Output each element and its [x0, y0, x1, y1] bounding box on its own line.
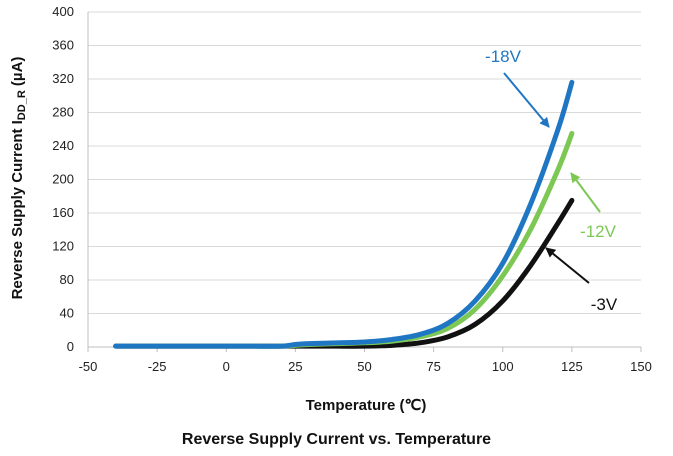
annotation-arrow: [570, 172, 601, 213]
y-tick-label: 320: [52, 71, 74, 86]
y-axis-title-unit: (µA): [9, 57, 26, 91]
y-axis-title: Reverse Supply Current IDD_R (µA): [9, 57, 28, 300]
annotation-label: -12V: [580, 222, 617, 241]
y-tick-label: 200: [52, 172, 74, 187]
y-tick-label: 400: [52, 4, 74, 19]
series-layer: [113, 79, 575, 349]
grid-layer: [88, 11, 641, 314]
x-tick-label: 0: [223, 359, 230, 374]
series-line-minus-18v: [113, 79, 575, 349]
x-tick-label: 75: [426, 359, 440, 374]
annotation-label: -3V: [591, 295, 618, 314]
y-axis-title-sub: DD_R: [16, 90, 28, 120]
x-tick-label: 125: [561, 359, 583, 374]
y-tick-label: 360: [52, 38, 74, 53]
x-tick-label: -25: [148, 359, 167, 374]
x-tick-label: -50: [79, 359, 98, 374]
y-tick-label: 80: [60, 272, 74, 287]
annotation-label: -18V: [485, 47, 522, 66]
y-tick-label: 40: [60, 306, 74, 321]
y-tick-label: 160: [52, 205, 74, 220]
annotation-layer: -18V -12V -3V: [485, 47, 618, 314]
chart-title: Reverse Supply Current vs. Temperature: [181, 431, 492, 448]
y-tick-label: 240: [52, 138, 74, 153]
axis-layer: 0 40 80 120 160 200 240 280 320 360 400 -50 -25 0 25 50…: [52, 4, 652, 374]
series-line-minus-12v: [113, 130, 575, 349]
annotation-arrow: [545, 247, 590, 284]
x-tick-label: 50: [357, 359, 371, 374]
y-axis-title-main: Reverse Supply Current I: [9, 120, 26, 299]
annotation-arrow: [503, 72, 550, 128]
x-tick-label: 150: [630, 359, 652, 374]
y-tick-label: 0: [67, 339, 74, 354]
y-tick-label: 120: [52, 239, 74, 254]
y-tick-label: 280: [52, 105, 74, 120]
x-axis-title: Temperature (℃): [306, 397, 427, 414]
x-tick-label: 100: [492, 359, 514, 374]
x-tick-label: 25: [288, 359, 302, 374]
